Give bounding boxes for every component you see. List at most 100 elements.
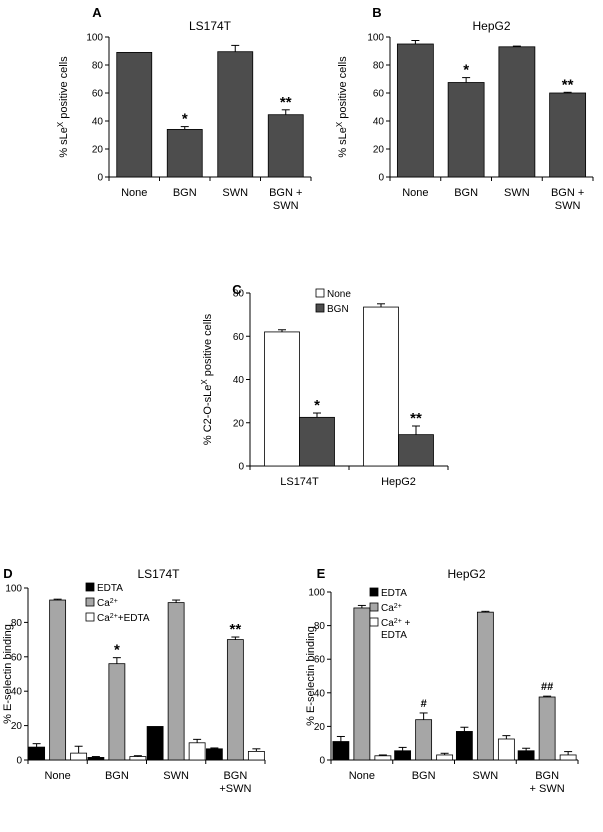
y-tick-label: 20: [11, 721, 23, 732]
bar-ca2--0: [353, 607, 371, 761]
bar-ca2--1: [415, 719, 433, 761]
x-tick-label: BGN +: [269, 187, 302, 199]
y-axis-label-part: % sLe: [58, 127, 70, 158]
y-tick-label: 100: [367, 33, 384, 44]
legend-label-sup: 2+: [110, 613, 118, 620]
significance-mark: **: [410, 410, 422, 427]
x-tick-label: None: [44, 770, 70, 782]
bar-edta-3: [517, 750, 535, 761]
significance-mark: **: [562, 76, 574, 93]
panel-b: B HepG2 0 20 40 60 80 100 % sLeX positive cells N…: [335, 5, 594, 212]
panel-d: D LS174T 0 20 40 60 80 100 % E-selectin binding N…: [2, 566, 266, 795]
bar-slex-2: [498, 46, 536, 178]
panel-letter: E: [317, 566, 326, 581]
bar-bgn-0: [299, 416, 335, 467]
y-tick-label: 60: [373, 89, 385, 100]
bar-slex-0: [116, 52, 153, 178]
bar-edta-0: [28, 746, 46, 761]
y-tick-label: 20: [314, 722, 326, 733]
y-axis-label: % sLeX positive cells: [56, 56, 71, 158]
bar-ca2-edta-0: [374, 755, 392, 761]
legend-label-sup: 2+: [394, 618, 402, 625]
y-axis-label-part: % C2-O-sLe: [202, 385, 214, 446]
y-tick-label: 60: [314, 655, 326, 666]
x-tick-label: + SWN: [530, 783, 565, 795]
x-tick-label: BGN: [223, 770, 247, 782]
bar-slex-2: [217, 51, 254, 178]
y-axis-label-part: positive cells: [202, 313, 214, 379]
significance-mark: ##: [541, 681, 553, 693]
bar-edta-0: [332, 741, 350, 761]
legend-label: EDTA: [97, 583, 123, 594]
bar-ca2--3: [538, 696, 556, 761]
legend-swatch: [85, 612, 95, 622]
bar-ca2-edta-3: [559, 754, 577, 761]
y-tick-label: 40: [11, 687, 23, 698]
y-tick-label: 0: [319, 756, 325, 767]
y-axis-label-part: positive cells: [58, 56, 70, 122]
x-tick-label: BGN: [454, 187, 478, 199]
chart-title: HepG2: [447, 567, 485, 581]
bar-none-1: [363, 306, 399, 467]
x-tick-label: LS174T: [280, 476, 319, 488]
y-axis-label: % E-selectin binding: [2, 624, 14, 724]
bar-edta-2: [455, 731, 473, 761]
significance-mark: *: [182, 111, 188, 128]
y-tick-label: 0: [238, 462, 244, 473]
panel-letter: C: [232, 282, 242, 297]
bar-ca2--1: [108, 663, 126, 761]
y-axis-label-part: positive cells: [337, 56, 349, 122]
y-axis-label: % C2-O-sLeX positive cells: [200, 313, 215, 445]
legend-label-text: Ca: [97, 598, 110, 609]
bar-slex-3: [267, 114, 304, 178]
y-tick-label: 80: [11, 618, 23, 629]
x-tick-label: BGN: [535, 770, 559, 782]
significance-mark: **: [280, 94, 292, 111]
y-axis-label: % sLeX positive cells: [335, 56, 350, 158]
y-axis-label-part: % sLe: [337, 127, 349, 158]
legend-label-text: Ca: [97, 613, 110, 624]
bar-edta-1: [394, 750, 412, 761]
legend-label-suffix: +EDTA: [118, 613, 150, 624]
bar-ca2--0: [49, 599, 67, 761]
y-tick-label: 0: [16, 756, 22, 767]
significance-mark: *: [114, 642, 120, 659]
panel-e: E HepG2 0 20 40 60 80 100 % E-selectin binding No…: [305, 566, 579, 795]
x-tick-label: None: [121, 187, 147, 199]
bar-slex-1: [166, 128, 203, 178]
chart-title: HepG2: [472, 19, 510, 33]
y-axis-label: % E-selectin binding: [305, 626, 317, 726]
significance-mark: **: [230, 621, 242, 638]
bar-slex-3: [549, 92, 587, 178]
bar-slex-0: [396, 43, 434, 178]
y-tick-label: 100: [86, 33, 103, 44]
y-axis-label-sup: X: [335, 121, 344, 127]
x-tick-label: BGN: [105, 770, 129, 782]
x-tick-label: SWN: [273, 200, 299, 212]
legend-label-text: None: [327, 289, 351, 300]
legend-label-sup: 2+: [110, 598, 118, 605]
y-tick-label: 40: [314, 688, 326, 699]
y-tick-label: 0: [97, 173, 103, 184]
legend-swatch: [85, 597, 95, 607]
bar-ca2--2: [476, 611, 494, 761]
bar-edta-3: [205, 748, 223, 761]
legend-label: EDTA: [381, 588, 407, 599]
legend-label-text: Ca: [381, 603, 394, 614]
bar-ca2-edta-2: [188, 742, 206, 761]
x-tick-label: +SWN: [219, 783, 251, 795]
bar-ca2--3: [226, 639, 244, 761]
significance-mark: *: [463, 62, 469, 79]
bar-ca2--2: [167, 602, 185, 761]
legend-label-text: EDTA: [381, 588, 407, 599]
legend-label: BGN: [327, 304, 349, 315]
y-tick-label: 20: [373, 145, 385, 156]
y-axis-label-sup: X: [200, 379, 209, 385]
y-tick-label: 60: [92, 89, 104, 100]
x-tick-label: SWN: [473, 770, 499, 782]
x-tick-label: BGN: [173, 187, 197, 199]
chart-title: LS174T: [137, 567, 180, 581]
legend-label-line2: EDTA: [381, 630, 407, 641]
